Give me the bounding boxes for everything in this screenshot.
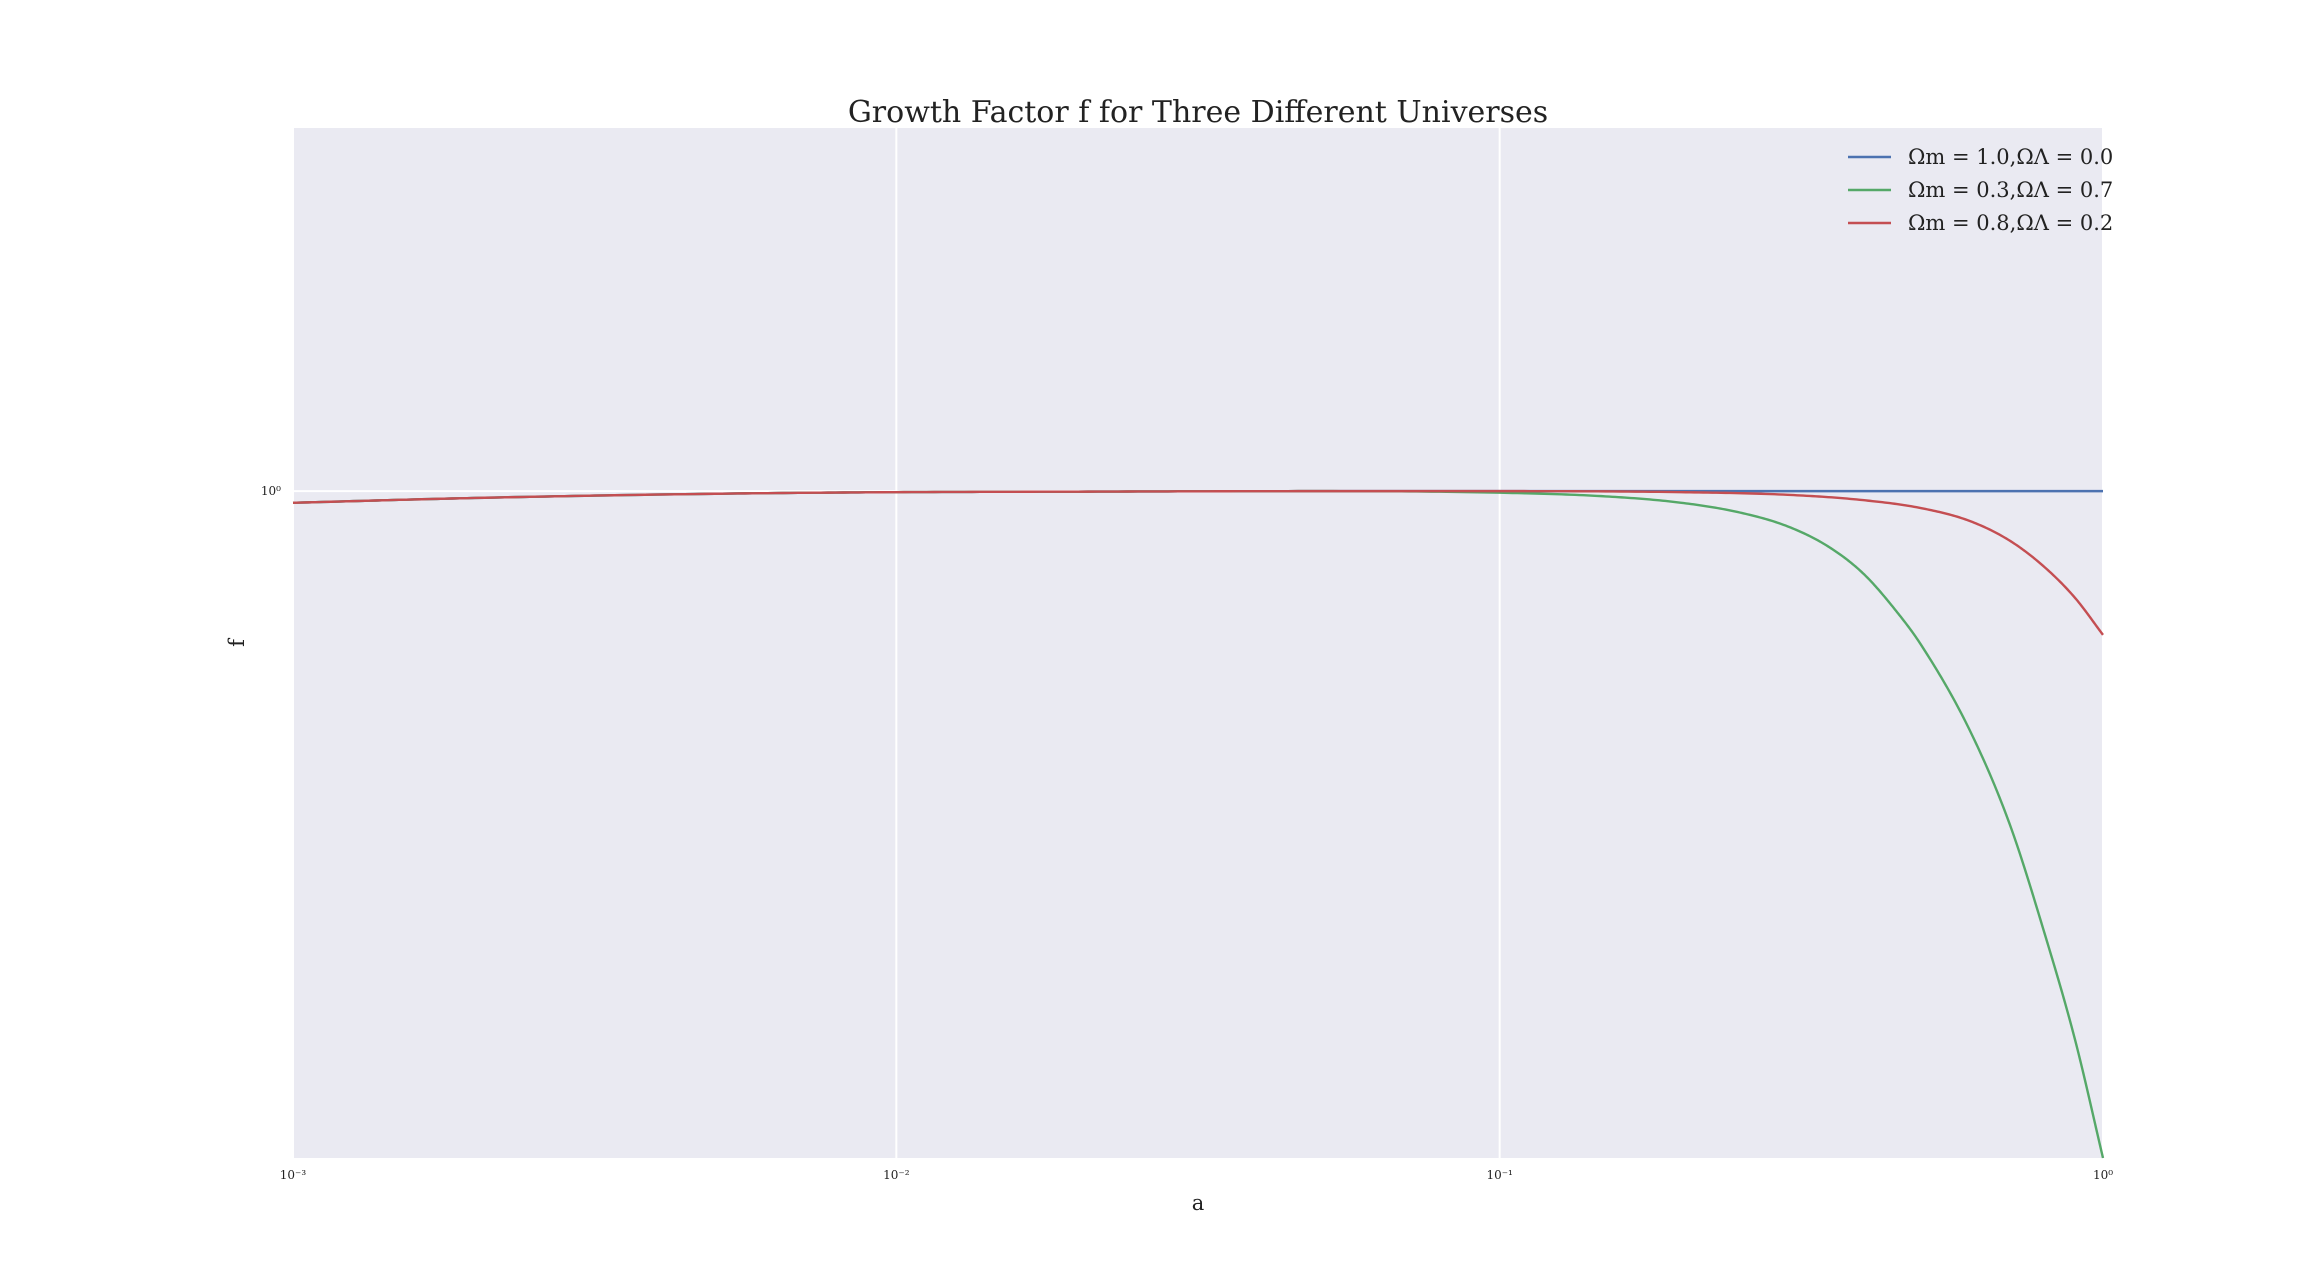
legend-label-2: Ωm = 0.8,ΩΛ = 0.2 bbox=[1908, 211, 2113, 235]
legend-label-1: Ωm = 0.3,ΩΛ = 0.7 bbox=[1908, 178, 2113, 202]
y-tick-labels: 10⁰ bbox=[261, 484, 281, 498]
chart-title: Growth Factor f for Three Different Univ… bbox=[848, 95, 1548, 130]
x-tick-label-1: 10⁻² bbox=[883, 1168, 910, 1182]
y-axis-label: f bbox=[225, 637, 249, 647]
series-lines bbox=[292, 489, 2105, 1159]
x-tick-label-0: 10⁻³ bbox=[280, 1168, 307, 1182]
y-tick-label-0: 10⁰ bbox=[261, 484, 281, 498]
x-tick-label-3: 10⁰ bbox=[2093, 1168, 2113, 1182]
x-tick-labels: 10⁻³ 10⁻² 10⁻¹ 10⁰ bbox=[280, 1168, 2113, 1182]
x-axis-label: a bbox=[1192, 1191, 1205, 1215]
legend-label-0: Ωm = 1.0,ΩΛ = 0.0 bbox=[1908, 145, 2113, 169]
plot-background bbox=[293, 128, 2103, 1158]
series-line-2 bbox=[292, 489, 2104, 636]
legend: Ωm = 1.0,ΩΛ = 0.0 Ωm = 0.3,ΩΛ = 0.7 Ωm = 0… bbox=[1848, 145, 2113, 235]
x-tick-label-2: 10⁻¹ bbox=[1486, 1168, 1512, 1182]
